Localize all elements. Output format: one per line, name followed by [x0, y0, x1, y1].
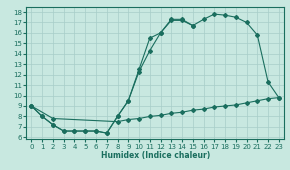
X-axis label: Humidex (Indice chaleur): Humidex (Indice chaleur): [101, 151, 210, 160]
